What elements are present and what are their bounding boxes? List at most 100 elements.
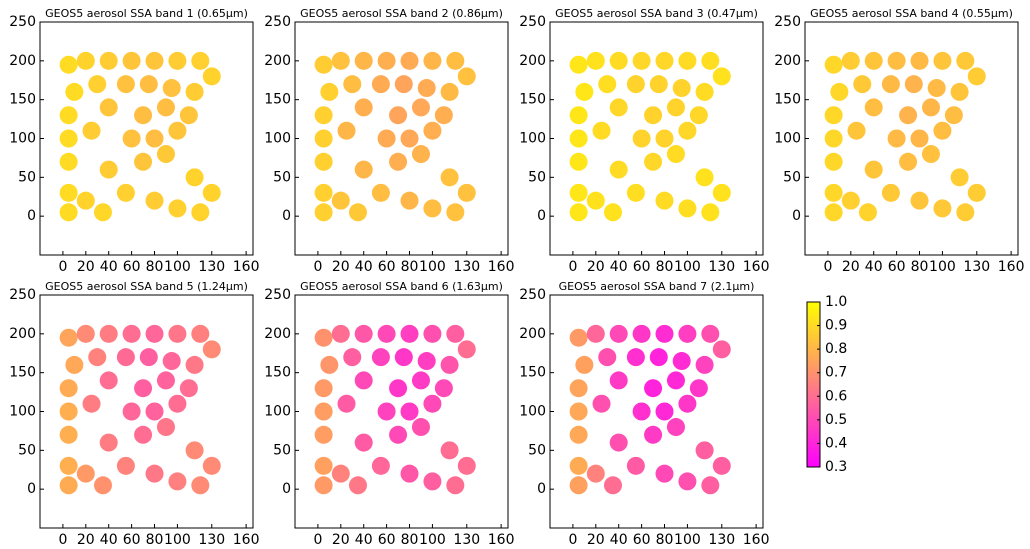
y-tick-label: 100 <box>774 131 801 147</box>
scatter-point <box>434 379 453 398</box>
y-tick-label: 250 <box>264 14 291 30</box>
x-tick-label: 130 <box>708 532 735 548</box>
x-tick-label: 160 <box>488 259 515 275</box>
scatter-point <box>82 394 101 413</box>
scatter-point <box>644 425 663 444</box>
scatter-point <box>411 418 430 437</box>
scatter-point <box>411 145 430 164</box>
plot-frame <box>294 21 509 256</box>
scatter-point <box>695 168 714 187</box>
scatter-point <box>145 191 164 210</box>
colorbar-tick-label: 0.3 <box>825 459 847 475</box>
scatter-point <box>824 129 843 148</box>
scatter-point <box>82 121 101 140</box>
x-tick-label: 160 <box>998 259 1025 275</box>
scatter-point <box>116 75 135 94</box>
x-tick-label: 20 <box>332 259 350 275</box>
scatter-point <box>899 106 918 125</box>
scatter-point <box>162 79 181 98</box>
panel-title: GEOS5 aerosol SSA band 3 (0.47µm) <box>555 7 758 20</box>
scatter-point <box>446 476 465 495</box>
y-tick-label: 150 <box>774 92 801 108</box>
colorbar <box>806 301 821 468</box>
scatter-point <box>162 352 181 371</box>
scatter-point <box>609 98 628 117</box>
colorbar-tick-label: 1.0 <box>825 294 847 310</box>
scatter-point <box>434 106 453 125</box>
scatter-point <box>701 203 720 222</box>
x-tick-label: 130 <box>708 259 735 275</box>
scatter-point <box>59 476 78 495</box>
scatter-point <box>377 129 396 148</box>
y-tick-label: 0 <box>27 208 36 224</box>
scatter-point <box>156 145 175 164</box>
scatter-point <box>331 191 350 210</box>
scatter-point <box>655 191 674 210</box>
scatter-point <box>59 328 78 347</box>
x-tick-label: 60 <box>378 532 396 548</box>
scatter-point <box>655 464 674 483</box>
scatter-point <box>59 183 78 202</box>
scatter-point <box>417 352 436 371</box>
y-tick-label: 0 <box>27 481 36 497</box>
y-tick-label: 50 <box>273 442 291 458</box>
scatter-point <box>389 152 408 171</box>
colorbar-tick-label: 0.4 <box>825 435 847 451</box>
scatter-point <box>76 324 95 343</box>
scatter-point <box>933 199 952 218</box>
x-tick-label: 80 <box>656 532 674 548</box>
scatter-point <box>569 152 588 171</box>
x-tick-label: 0 <box>823 259 832 275</box>
scatter-point <box>655 324 674 343</box>
panel-title: GEOS5 aerosol SSA band 1 (0.65µm) <box>45 7 248 20</box>
x-tick-label: 40 <box>100 259 118 275</box>
colorbar-tick-label: 0.6 <box>825 388 847 404</box>
scatter-point <box>122 402 141 421</box>
scatter-point <box>134 379 153 398</box>
scatter-point <box>331 51 350 70</box>
scatter-point <box>99 433 118 452</box>
y-tick-label: 250 <box>519 287 546 303</box>
scatter-point <box>824 106 843 125</box>
scatter-point <box>672 352 691 371</box>
scatter-point <box>575 82 594 101</box>
scatter-point <box>569 328 588 347</box>
scatter-point <box>609 324 628 343</box>
scatter-point <box>168 199 187 218</box>
scatter-point <box>389 425 408 444</box>
y-tick-label: 100 <box>9 404 36 420</box>
scatter-point <box>99 371 118 390</box>
scatter-point <box>598 75 617 94</box>
scatter-point <box>853 75 872 94</box>
x-tick-label: 20 <box>587 259 605 275</box>
scatter-point <box>626 348 645 367</box>
y-tick-label: 100 <box>519 131 546 147</box>
scatter-point <box>881 183 900 202</box>
x-tick-label: 20 <box>332 532 350 548</box>
scatter-point <box>331 324 350 343</box>
scatter-point <box>569 129 588 148</box>
scatter-point <box>202 340 221 359</box>
scatter-point <box>830 82 849 101</box>
scatter-point <box>93 203 112 222</box>
scatter-point <box>93 476 112 495</box>
scatter-point <box>609 160 628 179</box>
scatter-point <box>575 355 594 374</box>
y-tick-label: 0 <box>282 481 291 497</box>
scatter-point <box>202 183 221 202</box>
scatter-point <box>689 106 708 125</box>
scatter-point <box>592 121 611 140</box>
scatter-point <box>337 394 356 413</box>
scatter-point <box>626 456 645 475</box>
x-tick-label: 60 <box>123 259 141 275</box>
scatter-point <box>666 145 685 164</box>
scatter-point <box>394 348 413 367</box>
scatter-point <box>400 324 419 343</box>
scatter-point <box>864 51 883 70</box>
scatter-point <box>400 129 419 148</box>
scatter-point <box>99 324 118 343</box>
x-tick-label: 60 <box>633 532 651 548</box>
scatter-point <box>168 394 187 413</box>
x-tick-label: 130 <box>198 259 225 275</box>
y-tick-label: 0 <box>537 208 546 224</box>
